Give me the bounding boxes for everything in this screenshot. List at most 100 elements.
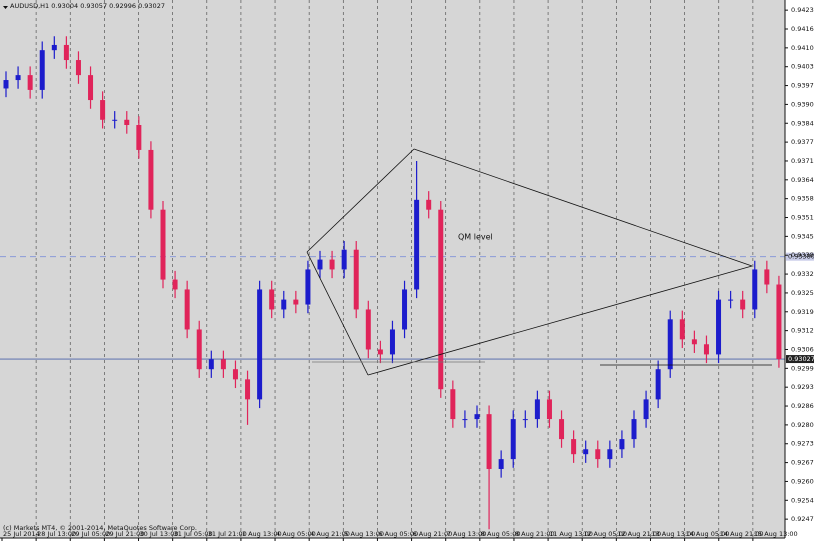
y-tick-label: 0.92865 <box>791 402 814 410</box>
x-tick-label: 8 Aug 21:00 <box>515 530 555 538</box>
candle-body <box>329 259 335 270</box>
x-tick-label: 7 Aug 13:00 <box>447 530 487 538</box>
candle-body <box>486 414 492 469</box>
candle-body <box>172 279 178 290</box>
x-tick-label: 29 Jul 21:00 <box>105 530 144 538</box>
candle-body <box>691 339 697 345</box>
candle-body <box>402 289 408 330</box>
x-tick-label: 31 Jul 05:00 <box>174 530 213 538</box>
x-tick-label: 31 Jul 21:00 <box>208 530 247 538</box>
candle-body <box>643 399 649 420</box>
candle-body <box>196 329 202 370</box>
y-tick-label: 0.93255 <box>791 289 814 297</box>
y-tick-label: 0.92605 <box>791 477 814 485</box>
y-tick-label: 0.94035 <box>791 63 814 71</box>
candle-body <box>208 359 214 370</box>
trend-line <box>413 148 753 267</box>
candle-body <box>220 359 226 370</box>
candle-body <box>571 439 577 455</box>
x-tick-label: 12 Aug 05:00 <box>583 530 627 538</box>
candle-body <box>317 259 323 270</box>
candle-body <box>389 329 395 355</box>
x-tick-label: 25 Jul 2014 <box>3 530 40 538</box>
x-tick-label: 15 Aug 13:00 <box>754 530 798 538</box>
candle-body <box>655 369 661 400</box>
candle-body <box>269 289 275 310</box>
candle-body <box>15 75 21 81</box>
candle-body <box>426 199 432 210</box>
candle-body <box>510 419 516 460</box>
candle-body <box>136 125 142 150</box>
candle-body <box>740 299 746 310</box>
candle-body <box>148 149 154 210</box>
candle-body <box>51 44 57 51</box>
plot-background <box>0 0 785 538</box>
annotation: QM level <box>458 233 493 242</box>
trend-line <box>306 251 369 376</box>
y-tick-label: 0.94165 <box>791 25 814 33</box>
candle-body <box>160 209 166 280</box>
candle-body <box>619 439 625 450</box>
x-tick-label: 4 Aug 05:00 <box>276 530 316 538</box>
y-tick-label: 0.92735 <box>791 440 814 448</box>
candle-body <box>716 299 722 355</box>
pattern-lines <box>306 148 772 376</box>
candle-body <box>667 319 673 370</box>
candle-body <box>450 389 456 420</box>
candle-body <box>124 119 130 126</box>
candle-body <box>559 419 565 440</box>
candle-body <box>232 369 238 380</box>
candle-body <box>631 419 637 440</box>
candle-body <box>245 379 251 400</box>
y-tick-label: 0.93905 <box>791 100 814 108</box>
y-tick-label: 0.93645 <box>791 176 814 184</box>
candle-body <box>595 449 601 460</box>
candle-body <box>365 309 371 350</box>
x-tick-label: 6 Aug 21:00 <box>413 530 453 538</box>
candle-body <box>752 269 758 310</box>
x-tick-label: 13 Aug 13:00 <box>651 530 695 538</box>
chart-icon <box>3 6 8 9</box>
trend-line <box>306 148 415 253</box>
x-tick-label: 28 Jul 13:00 <box>37 530 76 538</box>
candle-body <box>703 344 709 355</box>
x-tick-label: 14 Aug 21:00 <box>720 530 764 538</box>
candle-body <box>353 249 359 310</box>
chart-title: AUDUSD,H1 0.93004 0.93057 0.92996 0.9302… <box>10 2 165 10</box>
candle-body <box>27 75 33 90</box>
candle-body <box>534 399 540 420</box>
x-tick-label: 30 Jul 13:00 <box>140 530 179 538</box>
x-tick-label: 29 Jul 05:00 <box>71 530 110 538</box>
candle-body <box>293 299 299 305</box>
candle-body <box>88 75 94 101</box>
candle-body <box>583 449 589 455</box>
candle-body <box>607 449 613 460</box>
x-tick-label: 14 Aug 05:00 <box>686 530 730 538</box>
candle-body <box>341 249 347 270</box>
candle-body <box>438 209 444 390</box>
x-tick-label: 11 Aug 13:00 <box>549 530 593 538</box>
candle-body <box>414 199 420 290</box>
y-tick-label: 0.92995 <box>791 364 814 372</box>
y-tick-label: 0.93515 <box>791 214 814 222</box>
candle-body <box>75 60 81 76</box>
candle-body <box>100 100 106 120</box>
candle-body <box>462 419 468 421</box>
candle-body <box>39 50 45 90</box>
candle-body <box>546 399 552 420</box>
candle-body <box>474 414 480 420</box>
x-tick-label: 6 Aug 05:00 <box>378 530 418 538</box>
candle-body <box>305 269 311 305</box>
candle-body <box>764 269 770 285</box>
